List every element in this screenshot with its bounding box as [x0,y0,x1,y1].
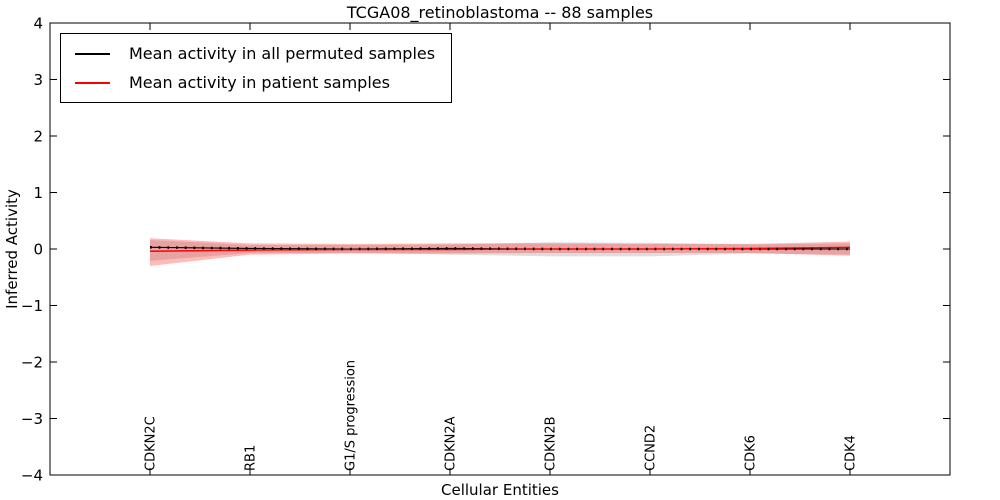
y-tick-label: 0 [33,240,43,258]
y-tick-label: −2 [21,353,43,371]
y-tick-label: 4 [33,14,43,32]
category-label: CCND2 [644,425,659,471]
legend-line-sample-0 [75,52,110,55]
x-axis-label: Cellular Entities [441,481,559,499]
chart-title: TCGA08_retinoblastoma -- 88 samples [346,3,654,22]
y-axis-label: Inferred Activity [3,189,21,309]
category-label: CDKN2C [144,416,159,471]
legend-item-1: Mean activity in patient samples [75,68,435,97]
permuted-line-dot-markers [149,246,850,251]
category-label: CDKN2B [544,416,559,471]
permuted-std-band [150,239,850,261]
y-tick-label: −4 [21,466,43,484]
category-label: CDK4 [844,435,859,471]
category-label: RB1 [244,445,259,471]
patient-std-band [150,238,850,266]
legend-item-0: Mean activity in all permuted samples [75,39,435,68]
category-label: CDK6 [744,435,759,471]
y-tick-label: 3 [33,71,43,89]
y-tick-label: −1 [21,297,43,315]
category-label: CDKN2A [444,416,459,471]
y-tick-label: 2 [33,127,43,145]
legend-label-0: Mean activity in all permuted samples [129,44,436,63]
y-tick-label: −3 [21,410,43,428]
legend-line-sample-1 [75,81,110,84]
legend-label-1: Mean activity in patient samples [129,73,390,92]
y-tick-label: 1 [33,184,43,202]
legend-box: Mean activity in all permuted samples Mea… [60,33,453,103]
category-label: G1/S progression [344,360,359,471]
